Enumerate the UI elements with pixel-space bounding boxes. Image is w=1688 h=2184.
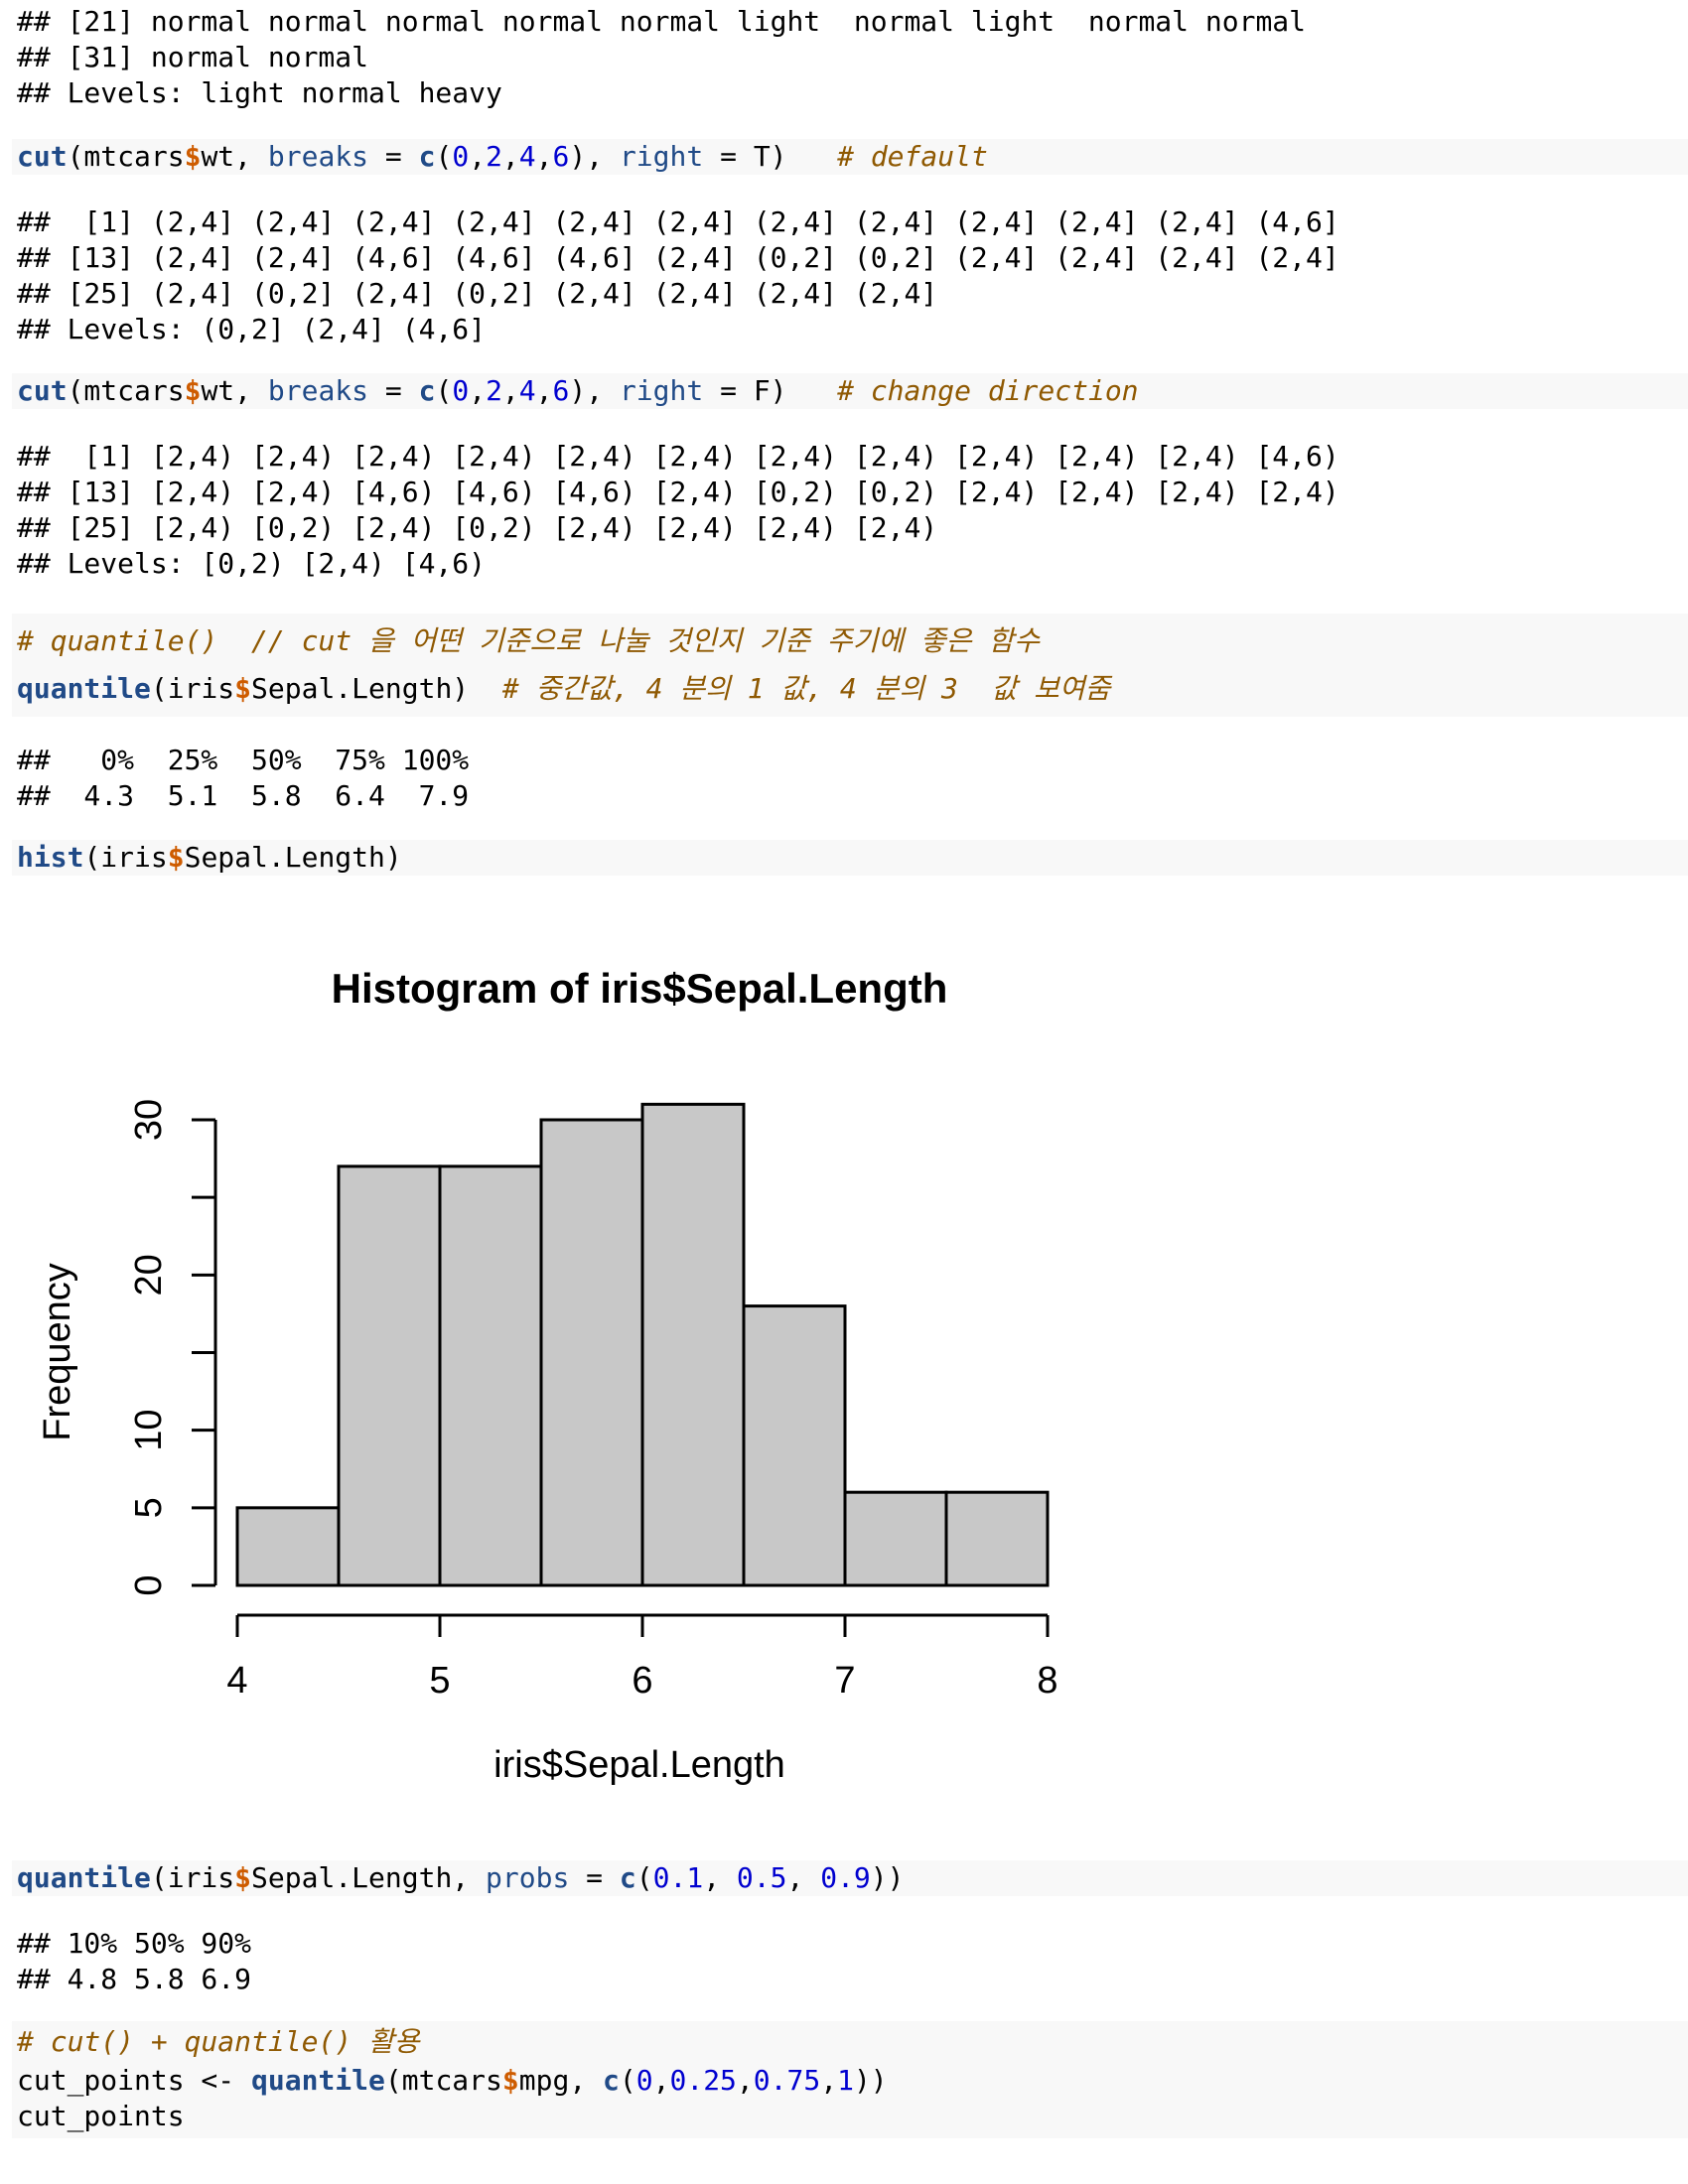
- histogram-bar: [539, 1118, 644, 1587]
- code-line: cut(mtcars$wt, breaks = c(0,2,4,6), righ…: [17, 140, 988, 173]
- code-chunk-hist: hist(iris$Sepal.Length): [12, 840, 1688, 876]
- y-tick-label: 0: [128, 1574, 170, 1595]
- x-axis-label: iris$Sepal.Length: [493, 1744, 785, 1786]
- x-tick-label: 4: [226, 1660, 247, 1702]
- output-line: ## Levels: [0,2) [2,4) [4,6): [17, 547, 487, 580]
- code-line: hist(iris$Sepal.Length): [17, 841, 402, 874]
- x-tick-label: 6: [632, 1660, 652, 1702]
- y-tick-label: 5: [128, 1497, 170, 1518]
- code-comment: # quantile() // cut 을 어떤 기준으로 나눌 것인지 기준 …: [17, 624, 1040, 657]
- output-line: ## [25] [2,4) [0,2) [2,4) [0,2) [2,4) [2…: [17, 511, 938, 544]
- output-quantile: ## 0% 25% 50% 75% 100% ## 4.3 5.1 5.8 6.…: [12, 743, 1688, 814]
- output-line: ## 0% 25% 50% 75% 100%: [17, 744, 470, 776]
- code-chunk-cut-quantile: # cut() + quantile() 활용 cut_points <- qu…: [12, 2021, 1688, 2138]
- output-line: ## [13] (2,4] (2,4] (4,6] (4,6] (4,6] (2…: [17, 241, 1339, 274]
- code-line: cut_points <- quantile(mtcars$mpg, c(0,0…: [17, 2064, 888, 2097]
- output-line: ## [1] (2,4] (2,4] (2,4] (2,4] (2,4] (2,…: [17, 205, 1339, 238]
- output-top: ## [21] normal normal normal normal norm…: [12, 4, 1688, 111]
- code-comment: # cut() + quantile() 활용: [17, 2025, 420, 2058]
- output-line: ## Levels: light normal heavy: [17, 76, 502, 109]
- output-line: ## [25] (2,4] (0,2] (2,4] (0,2] (2,4] (2…: [17, 277, 938, 310]
- code-line: quantile(iris$Sepal.Length) # 중간값, 4 분의 …: [17, 672, 1111, 705]
- histogram-bar: [235, 1506, 341, 1587]
- histogram-bar: [742, 1304, 847, 1587]
- output-line: ## 10% 50% 90%: [17, 1927, 252, 1960]
- output-line: ## [1] [2,4) [2,4) [2,4) [2,4) [2,4) [2,…: [17, 440, 1339, 473]
- output-cut-default: ## [1] (2,4] (2,4] (2,4] (2,4] (2,4] (2,…: [12, 205, 1688, 347]
- histogram-chart: Histogram of iris$Sepal.Length iris$Sepa…: [37, 965, 1058, 1786]
- chart-title: Histogram of iris$Sepal.Length: [332, 965, 948, 1012]
- histogram-bar: [337, 1164, 442, 1587]
- x-tick-label: 7: [834, 1660, 855, 1702]
- y-axis: 0 5 10 20 30: [128, 1099, 217, 1596]
- y-tick-label: 10: [128, 1410, 170, 1451]
- output-line: ## 4.8 5.8 6.9: [17, 1963, 252, 1995]
- y-tick-label: 30: [128, 1099, 170, 1141]
- output-line: ## Levels: (0,2] (2,4] (4,6]: [17, 313, 487, 345]
- histogram-bar: [640, 1102, 746, 1587]
- y-axis-label: Frequency: [37, 1263, 78, 1441]
- code-chunk-quantile-probs: quantile(iris$Sepal.Length, probs = c(0.…: [12, 1860, 1688, 1896]
- bars-group: [235, 1102, 1050, 1587]
- output-cut-right-f: ## [1] [2,4) [2,4) [2,4) [2,4) [2,4) [2,…: [12, 439, 1688, 582]
- histogram-bar: [438, 1164, 543, 1587]
- code-line: cut_points: [17, 2100, 185, 2132]
- code-chunk-cut-default: cut(mtcars$wt, breaks = c(0,2,4,6), righ…: [12, 139, 1688, 175]
- output-line: ## [31] normal normal: [17, 41, 369, 73]
- output-line: ## [21] normal normal normal normal norm…: [17, 5, 1307, 38]
- code-chunk-cut-right-f: cut(mtcars$wt, breaks = c(0,2,4,6), righ…: [12, 373, 1688, 409]
- code-line: cut(mtcars$wt, breaks = c(0,2,4,6), righ…: [17, 374, 1139, 407]
- x-axis: 4 5 6 7 8: [226, 1613, 1058, 1702]
- output-quantile-probs: ## 10% 50% 90% ## 4.8 5.8 6.9: [12, 1926, 1688, 1997]
- code-chunk-quantile: # quantile() // cut 을 어떤 기준으로 나눌 것인지 기준 …: [12, 614, 1688, 717]
- histogram-bar: [944, 1490, 1050, 1587]
- output-line: ## [13] [2,4) [2,4) [4,6) [4,6) [4,6) [2…: [17, 476, 1339, 508]
- code-line: quantile(iris$Sepal.Length, probs = c(0.…: [17, 1861, 905, 1894]
- x-tick-label: 8: [1037, 1660, 1057, 1702]
- y-tick-label: 20: [128, 1254, 170, 1296]
- x-tick-label: 5: [429, 1660, 450, 1702]
- output-line: ## 4.3 5.1 5.8 6.4 7.9: [17, 779, 470, 812]
- histogram-bar: [843, 1490, 948, 1587]
